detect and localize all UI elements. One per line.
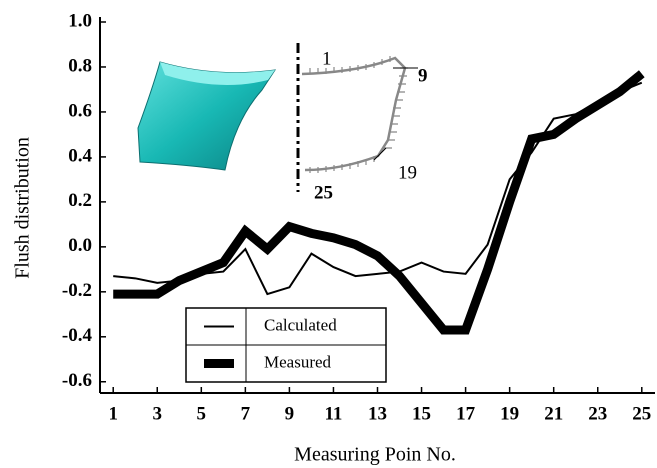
y-tick-label: -0.4	[62, 325, 93, 346]
annotation: 1	[322, 48, 332, 69]
x-tick-label: 19	[500, 403, 519, 424]
y-tick-label: 0.4	[68, 145, 92, 166]
x-tick-label: 9	[285, 403, 295, 424]
y-tick-label: 0.6	[68, 100, 92, 121]
y-tick-label: -0.2	[62, 280, 92, 301]
y-tick-label: 0.8	[68, 55, 92, 76]
x-axis-label: Measuring Poin No.	[294, 444, 456, 466]
hood-image	[138, 62, 275, 170]
x-tick-label: 23	[588, 403, 607, 424]
x-tick-label: 3	[153, 403, 163, 424]
annotation: 9	[418, 65, 428, 86]
annotation: 19	[398, 162, 417, 183]
y-tick-label: 1.0	[68, 10, 92, 31]
y-axis-label: Flush distribution	[12, 137, 34, 279]
x-tick-label: 25	[632, 403, 651, 424]
annotation: 25	[314, 182, 333, 203]
x-tick-label: 11	[324, 403, 342, 424]
x-tick-label: 17	[456, 403, 476, 424]
x-tick-label: 21	[544, 403, 563, 424]
y-tick-label: -0.6	[62, 370, 92, 391]
x-tick-label: 13	[368, 403, 387, 424]
x-tick-label: 5	[197, 403, 207, 424]
y-tick-label: 0.0	[68, 235, 92, 256]
x-tick-label: 15	[412, 403, 431, 424]
x-tick-label: 1	[108, 403, 118, 424]
x-tick-label: 7	[241, 403, 251, 424]
legend-label: Calculated	[264, 315, 337, 334]
legend-label: Measured	[264, 352, 332, 371]
y-tick-label: 0.2	[68, 190, 92, 211]
chart: 1 9 19 25 Measuring Poin No. Flush distr…	[0, 0, 657, 468]
